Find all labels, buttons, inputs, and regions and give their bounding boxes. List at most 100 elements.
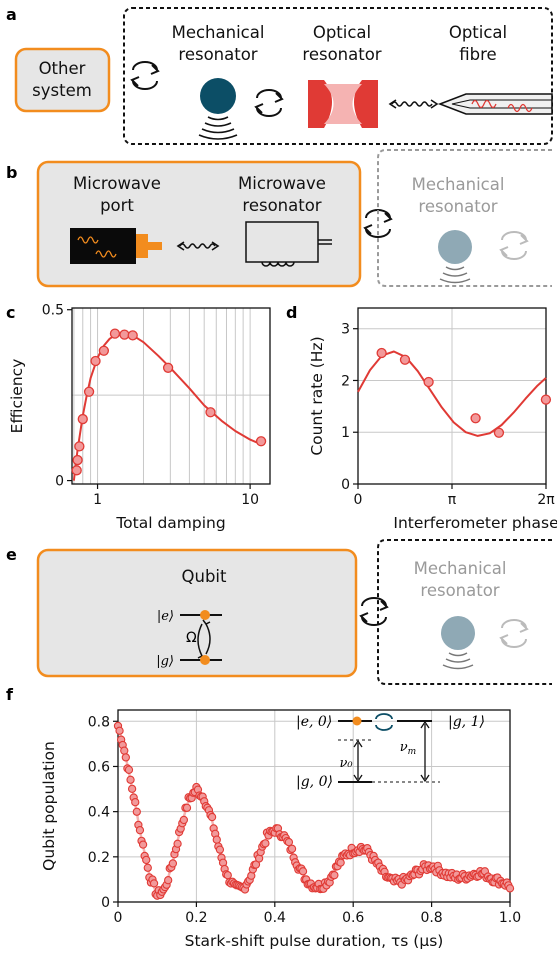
microwave-mech-coupling-icon [363,209,393,238]
x-tick-label: 0.2 [185,910,207,926]
mechanical-resonator-sphere-icon [200,78,236,114]
optical-cavity-icon [308,80,378,128]
qubit-label: Qubit [182,567,228,586]
data-point [77,413,88,425]
mechanical-resonator-label-2: resonator [178,45,257,64]
data-point [135,826,145,835]
mechanical-frame-b [377,149,552,287]
data-point [126,775,135,784]
panel-e-label: e [6,545,17,564]
panel-b: b Microwave port Microwave resonator [6,149,552,288]
x-axis-label: Total damping [115,514,225,532]
count-rate-chart: 0 π 2π 0 1 2 3 Interferometer phase Count rate (… [308,307,557,532]
optical-fibre-label-2: fibre [459,45,496,64]
lc-circuit-icon [245,221,332,267]
panel-c: c 1 10 0 0.5 Total damping Efficiency [6,303,271,532]
qubit-population-chart: 0 0.2 0.4 0.6 0.8 1.0 0 0.2 0.4 0.6 0.8 Stark-shift… [40,709,521,950]
data-point [179,815,189,825]
panel-f-inset: |e, 0⟩ |g, 1⟩ ν₀ νm |g, 0⟩ [296,713,485,790]
mechanical-sphere-e-icon [441,616,475,650]
data-point [212,835,221,844]
state-e-label: |e⟩ [157,609,174,624]
data-point [540,394,552,405]
data-point [470,413,481,424]
optical-fibre-label-1: Optical [449,23,507,42]
mechanical-resonator-b-label-2: resonator [418,197,497,216]
data-point [205,407,216,418]
optical-resonator-label-2: resonator [302,45,381,64]
data-point [142,855,151,865]
data-point [298,867,308,876]
data-point [90,355,101,367]
data-point [330,871,339,880]
data-point [127,330,138,341]
other-system-label-2: system [32,81,92,100]
data-point [336,858,345,867]
inset-num-subscript: m [408,747,417,757]
y-tick-label: 2 [341,373,350,389]
plot-frame [71,307,271,485]
data-point [182,803,192,812]
x-tick-label: 0 [114,910,123,926]
microwave-port-label-2: port [100,196,134,215]
data-point [138,840,148,849]
x-tick-label: 1.0 [499,910,521,926]
qubit-box [36,548,358,678]
inset-state-g0: |g, 0⟩ [296,774,333,790]
y-tick-label: 0.4 [88,805,110,821]
mechanical-resonator-e-label-1: Mechanical [414,559,507,578]
inset-state-e0: |e, 0⟩ [296,714,332,730]
other-system-box [14,47,111,113]
y-tick-label: 1 [341,425,350,441]
data-point [162,362,174,373]
data-point [74,441,85,452]
data-point [119,329,130,340]
panel-c-label: c [6,303,15,322]
qubit-mech-coupling-icon [359,597,389,626]
y-tick-label: 3 [341,322,350,338]
panel-a: a Other system Mechanical resonator Opti… [6,5,553,145]
data-point [173,839,182,848]
data-point [120,746,129,755]
panel-f: f 0 0.2 0.4 0.6 0.8 1.0 0 0.2 0.4 0.6 0.8 Stark-shi… [6,685,521,950]
x-tick-label: 0.6 [342,910,364,926]
data-point [207,812,217,822]
inset-num-symbol: ν [400,740,408,755]
y-tick-label: 0 [101,895,110,911]
inset-exchange-loop-icon [375,713,393,731]
data-point [493,427,505,438]
microwave-port-label-1: Microwave [73,174,161,193]
x-axis-label: Interferometer phase [393,514,557,532]
other-system-label-1: Other [39,59,86,78]
data-point [143,863,152,872]
data-point [223,871,232,880]
data-point [399,354,411,365]
x-tick-label: 10 [241,492,259,508]
fit-line [357,350,547,437]
panel-d: d 0 π 2π 0 1 2 3 Interferometer phase Count rate… [286,303,557,532]
panel-b-label: b [6,163,17,182]
y-axis-label: Count rate (Hz) [308,336,326,455]
y-axis-label: Qubit population [40,741,58,871]
data-point [505,884,515,893]
microwave-exchange-arrow-icon [176,241,220,251]
data-point [164,876,173,885]
data-point [287,844,297,853]
microwave-port-icon [70,228,162,264]
data-point [215,845,225,854]
photon-exchange-arrow-icon [388,99,439,109]
y-tick-label: 0 [55,474,64,490]
inset-state-g1: |g, 1⟩ [448,714,485,730]
mechanical-resonator-e-label-2: resonator [420,581,499,600]
panel-a-dashed-frame [123,7,553,145]
x-tick-label: π [448,492,457,508]
inset-num-label: νm [400,740,416,757]
data-point [121,753,130,762]
optical-fibre-icon [437,93,553,115]
x-tick-label: 0 [354,492,363,508]
x-tick-label: 0.4 [264,910,286,926]
data-point [284,838,294,847]
optical-resonator-label-1: Optical [313,23,371,42]
phonon-waves-icon [198,116,238,140]
